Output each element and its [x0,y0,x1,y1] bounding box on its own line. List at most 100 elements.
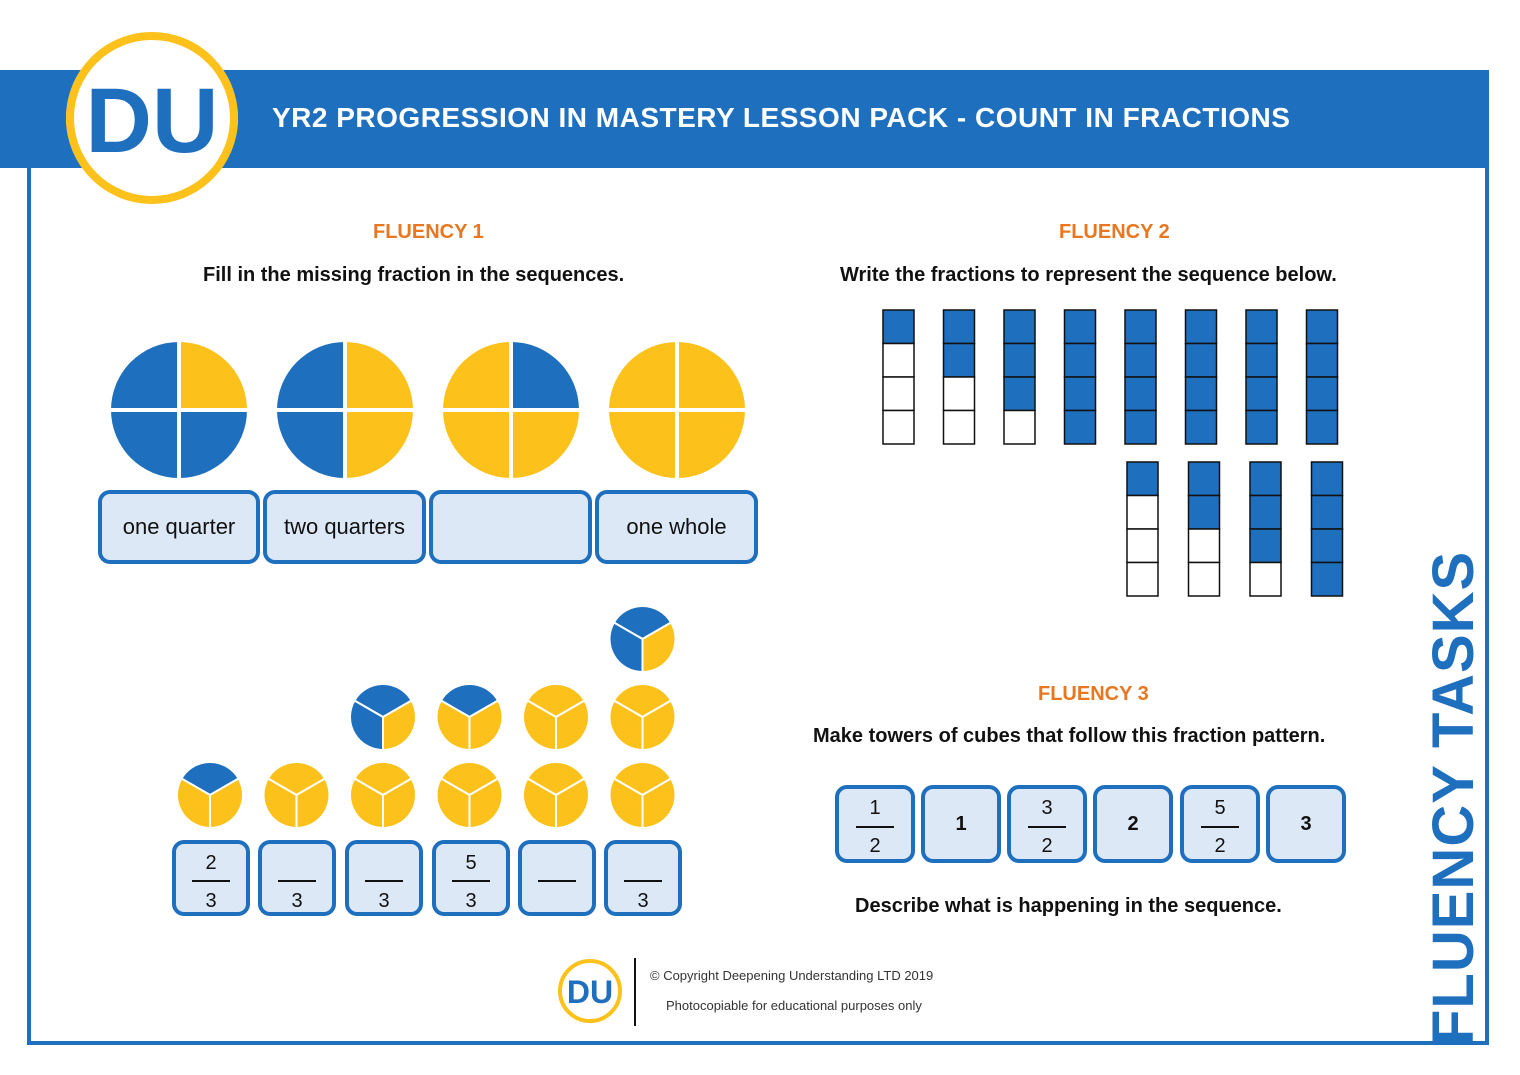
denominator: 3 [637,890,649,912]
thirds-circle [608,683,677,752]
thirds-box-2[interactable]: 3 [258,840,336,916]
cube [1184,376,1218,412]
thirds-circle [608,761,677,830]
thirds-circles [176,605,677,830]
numerator: 5 [1214,797,1226,819]
thirds-circle [608,605,677,674]
denominator: 3 [205,890,217,912]
third-slice [353,683,413,719]
cube [1126,494,1159,530]
cube [1184,309,1218,345]
cube [1310,561,1344,597]
cube [1063,342,1097,378]
denominator: 3 [378,890,390,912]
quarter-circles [111,342,745,478]
cube [1063,376,1097,412]
third-slice [176,777,211,830]
cube [1187,494,1221,530]
third-slice [439,683,500,719]
fluency2-title: FLUENCY 2 [1059,221,1170,243]
third-slice [555,699,590,752]
cube-tower-1 [882,309,915,445]
cube [942,309,976,345]
cube [1124,309,1157,345]
pattern-box-5: 5 2 [1180,785,1260,863]
cube [1305,342,1339,378]
thirds-circle [435,761,504,830]
cube [1249,494,1282,530]
quarter-slice [677,410,745,478]
third-slice [382,777,417,830]
cube-tower-9 [1126,461,1159,597]
quarter-slice [511,410,579,478]
cube-tower-6 [1184,309,1218,445]
cube [1249,461,1282,497]
fraction-line [278,880,316,882]
cube [1003,376,1036,412]
third-slice [262,777,298,830]
third-slice [435,699,471,752]
quarter-slice [277,342,345,410]
cube-tower-12 [1310,461,1344,597]
thirds-box-3[interactable]: 3 [345,840,423,916]
quarter-slice [609,342,677,410]
quarter-slice [111,410,179,478]
footer-logo-text: DU [567,974,613,1010]
third-slice [641,621,677,674]
fluency3-instruction: Make towers of cubes that follow this fr… [813,725,1326,747]
third-slice [180,761,240,797]
thirds-circle [176,761,244,830]
cube [1124,376,1157,412]
third-slice [526,683,586,719]
cube-tower-11 [1249,461,1282,597]
quarter-slice [111,342,179,410]
third-slice [353,761,413,797]
fluency1-title: FLUENCY 1 [373,221,484,243]
quarter-slice [443,410,511,478]
third-slice [522,777,557,830]
whole-number: 1 [955,812,967,835]
third-slice [522,699,557,752]
fraction-line [192,880,230,882]
third-slice [612,683,673,719]
thirds-box-6[interactable]: 3 [604,840,682,916]
label-box-1: one quarter [98,490,260,564]
numerator: 3 [1041,797,1053,819]
cube [1063,409,1097,445]
fraction-line [538,880,576,882]
cube-tower-7 [1245,309,1278,445]
third-slice [612,605,673,641]
cube [882,342,915,378]
cube-tower-10 [1187,461,1221,597]
third-slice [439,761,500,797]
cube [1003,409,1036,445]
page-title: YR2 PROGRESSION IN MASTERY LESSON PACK -… [272,102,1291,133]
copyright-text: © Copyright Deepening Understanding LTD … [650,968,934,983]
cube [1126,528,1159,564]
label-box-3-blank[interactable] [429,490,592,564]
quarter-slice [179,410,247,478]
cube [882,409,915,445]
denominator: 2 [1214,835,1226,857]
cube [1126,561,1159,597]
third-slice [382,699,417,752]
logo-text: DU [86,70,219,172]
thirds-box-5[interactable] [518,840,596,916]
cube [1187,461,1221,497]
fraction-line [365,880,403,882]
third-slice [266,761,327,797]
third-slice [612,761,673,797]
photocopiable-note: Photocopiable for educational purposes o… [666,998,922,1013]
quarter-slice [179,342,247,410]
fraction-line [624,880,662,882]
cube [1310,494,1344,530]
third-slice [608,621,644,674]
cube [1305,309,1339,345]
numerator: 1 [869,797,881,819]
cube [1245,409,1278,445]
cube-tower-4 [1063,309,1097,445]
thirds-circle [262,761,331,830]
cube-tower-5 [1124,309,1157,445]
cube [1003,309,1036,345]
cube [1187,561,1221,597]
